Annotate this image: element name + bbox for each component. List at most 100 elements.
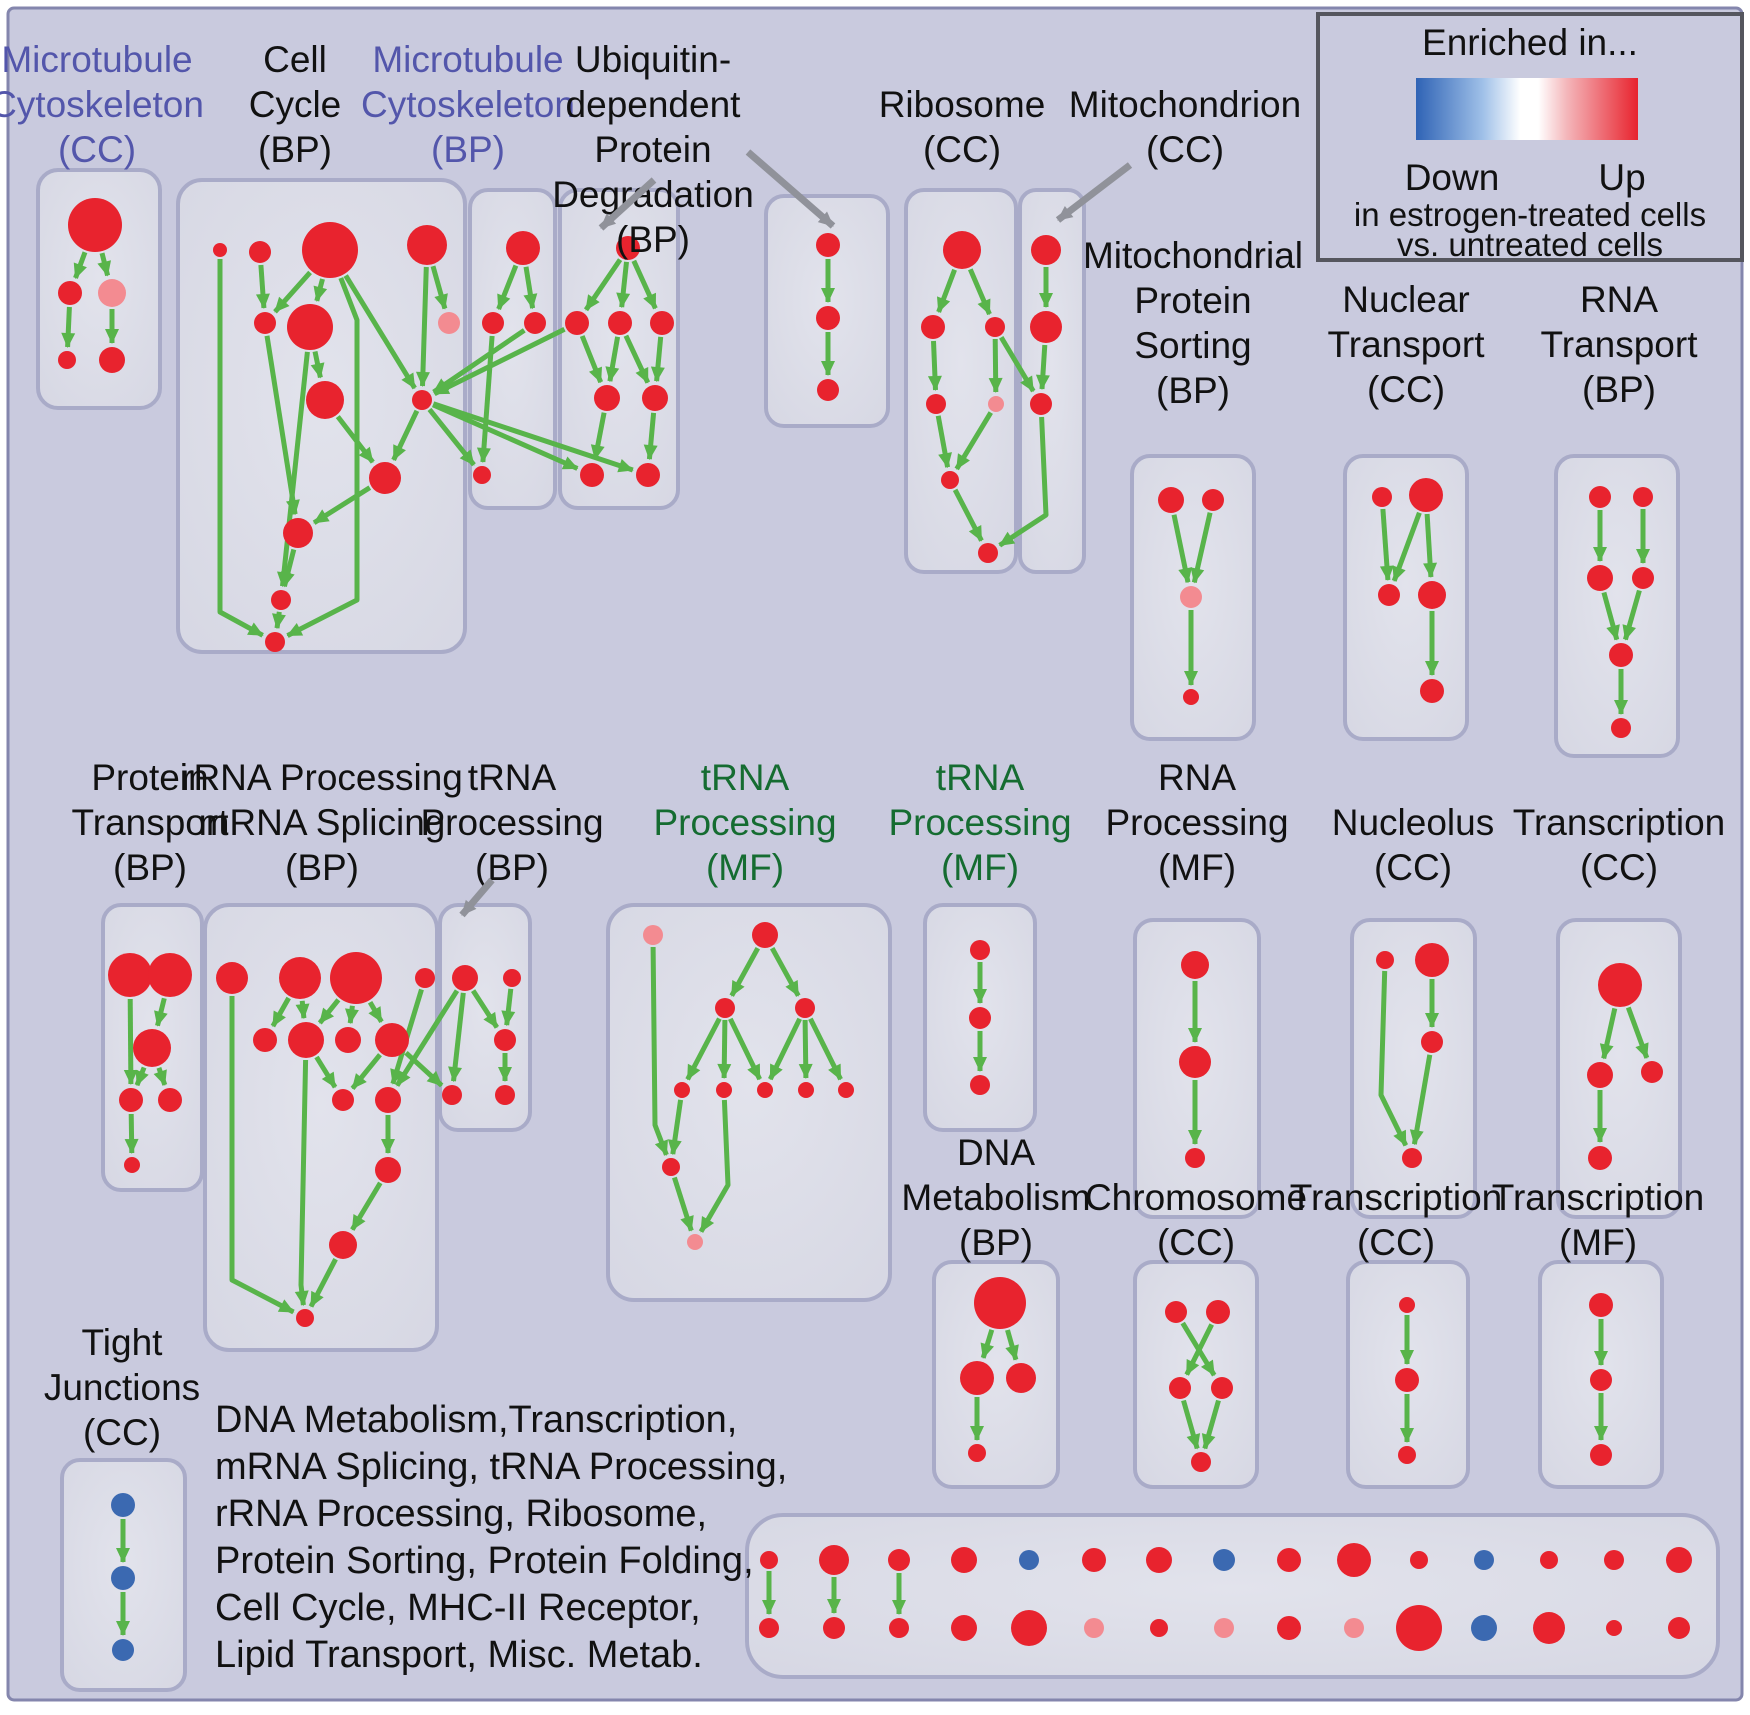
- cluster-label-tight-junctions: Tight Junctions (CC): [44, 1322, 200, 1453]
- edge-c3-b9: [432, 328, 526, 395]
- edge-l3-l8: [367, 1000, 384, 1024]
- edge-m4-m8: [798, 1019, 813, 1079]
- go-term-node-c2: [482, 312, 504, 334]
- cluster-box-mito: [1018, 188, 1086, 574]
- cluster-label-line: tRNA: [936, 757, 1025, 798]
- cluster-label-trna-mf-2: tRNA Processing (MF): [888, 757, 1071, 888]
- edge-b3-b9: [343, 274, 417, 390]
- edge-f1-f3: [968, 268, 992, 316]
- go-term-node-zt12: [1474, 1550, 1494, 1570]
- go-term-node-zb4: [951, 1615, 977, 1641]
- edge-h2-h3: [1190, 512, 1213, 584]
- go-term-node-q3: [1185, 1148, 1205, 1168]
- go-term-node-c1: [506, 231, 540, 265]
- cluster-label-line: rRNA Processing: [181, 757, 463, 798]
- go-term-node-zb2: [823, 1617, 845, 1639]
- go-term-node-x3: [1590, 1444, 1612, 1466]
- label-pointer-arrow-4: [459, 877, 495, 918]
- misc-categories-line: Lipid Transport, Misc. Metab.: [215, 1634, 703, 1676]
- cluster-label-line: Transport: [1328, 324, 1486, 365]
- edge-l2-l5: [270, 996, 291, 1028]
- edge-b9-b10: [391, 409, 420, 461]
- go-term-node-zt9: [1277, 1548, 1301, 1572]
- edge-k2-k3: [154, 997, 168, 1027]
- cluster-label-line: Tight: [82, 1322, 164, 1363]
- edge-c1-c3: [523, 266, 538, 310]
- cluster-label-line: (MF): [941, 847, 1019, 888]
- go-term-node-r1: [1376, 951, 1394, 969]
- edge-b5-b11: [264, 335, 300, 516]
- misc-categories-line: DNA Metabolism,Transcription,: [215, 1399, 737, 1441]
- edge-a1-a2: [73, 251, 88, 279]
- cluster-label-ribosome: Ribosome (CC): [879, 84, 1046, 170]
- go-term-node-r4: [1402, 1148, 1422, 1168]
- go-term-node-h2: [1202, 489, 1224, 511]
- go-term-node-c4: [473, 466, 491, 484]
- go-term-node-s4: [1588, 1146, 1612, 1170]
- edge-k4-k6: [124, 1113, 139, 1154]
- go-term-node-a4: [58, 351, 76, 369]
- edge-d3-d6: [623, 334, 651, 384]
- go-term-node-l7: [335, 1027, 361, 1053]
- edge-u1-u3: [1005, 1329, 1019, 1361]
- go-term-node-zb5: [1011, 1610, 1047, 1646]
- edge-m4-m7: [768, 1017, 802, 1081]
- go-term-node-d5: [594, 385, 620, 411]
- edge-b3-b5: [273, 270, 312, 314]
- cluster-label-line: Mitochondrial: [1083, 235, 1303, 276]
- cluster-label-nuclear-transport: Nuclear Transport (CC): [1328, 279, 1486, 410]
- edge-d2-b9: [433, 326, 566, 397]
- cluster-label-line: Microtubule: [1, 39, 192, 80]
- edge-m4-m9: [808, 1017, 843, 1081]
- go-term-node-l5: [253, 1028, 277, 1052]
- go-term-node-zb13: [1533, 1612, 1565, 1644]
- cluster-label-line: (MF): [706, 847, 784, 888]
- go-term-node-q1: [1181, 951, 1209, 979]
- annotation-arrows-layer: [459, 149, 1133, 918]
- cluster-label-line: Cytoskeleton: [0, 84, 204, 125]
- cluster-label-nucleolus: Nucleolus (CC): [1332, 802, 1494, 888]
- edge-d4-d6: [650, 336, 665, 383]
- go-term-node-v3: [1169, 1377, 1191, 1399]
- cluster-label-line: (BP): [959, 1222, 1033, 1263]
- go-term-node-b1: [213, 243, 227, 257]
- cluster-label-line: Transport: [72, 802, 230, 843]
- go-term-node-zt6: [1082, 1548, 1106, 1572]
- edge-r1-r4: [1378, 970, 1409, 1147]
- edges-layer: [61, 251, 1650, 1636]
- go-term-node-q2: [1179, 1046, 1211, 1078]
- cluster-label-line: (BP): [431, 129, 505, 170]
- edge-t1-t4: [448, 992, 466, 1083]
- cluster-label-line: Protein: [594, 129, 711, 170]
- go-term-node-s3: [1641, 1061, 1663, 1083]
- label-pointer-arrow-3: [1055, 162, 1133, 223]
- cluster-box-nuc-tr: [1343, 454, 1469, 741]
- edge-d2-d5: [579, 335, 604, 384]
- edge-f2-f4: [927, 340, 942, 391]
- cluster-box-nucleolus: [1350, 918, 1477, 1219]
- cluster-label-line: (MF): [1158, 847, 1236, 888]
- cluster-label-ubiquitin: Ubiquitin-dependent Protein Degradation (BP…: [552, 39, 754, 260]
- edge-m5-m10: [667, 1099, 684, 1156]
- cluster-box-ribosome: [904, 188, 1018, 574]
- go-term-node-v5: [1191, 1452, 1211, 1472]
- go-term-node-zb1: [759, 1618, 779, 1638]
- go-term-node-l13: [296, 1309, 314, 1327]
- edge-t1-t3: [471, 989, 499, 1029]
- cluster-box-ubiq1: [558, 188, 680, 510]
- go-term-node-zb7: [1150, 1619, 1168, 1637]
- cluster-box-trna-mf-big: [606, 903, 892, 1302]
- go-term-node-l4: [415, 968, 435, 988]
- cluster-label-line: (BP): [285, 847, 359, 888]
- go-term-node-x1: [1589, 1293, 1613, 1317]
- go-term-node-k5: [158, 1088, 182, 1112]
- cluster-label-line: (CC): [1157, 1222, 1235, 1263]
- go-term-node-k2: [148, 953, 192, 997]
- go-term-node-zt8: [1213, 1549, 1235, 1571]
- go-term-node-zt1: [760, 1551, 778, 1569]
- cluster-label-line: Nuclear: [1342, 279, 1470, 320]
- legend-subtitle-line2: vs. untreated cells: [1397, 226, 1663, 263]
- cluster-label-line: Ubiquitin-: [575, 39, 731, 80]
- go-term-node-j4: [1632, 567, 1654, 589]
